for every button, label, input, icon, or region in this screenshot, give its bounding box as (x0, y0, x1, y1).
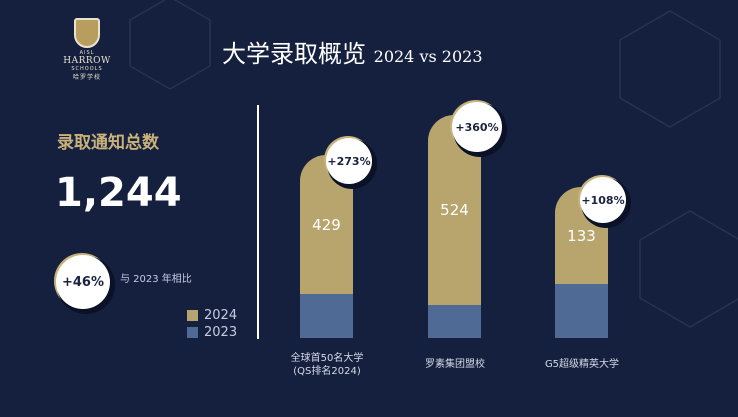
crest-icon (74, 18, 100, 48)
logo-cn: 哈罗学校 (72, 74, 101, 81)
legend-2024: 2024 (187, 308, 237, 323)
bar-segment-2023 (300, 294, 353, 338)
page-title: 大学录取概览 2024 vs 2023 (222, 40, 483, 68)
total-label: 录取通知总数 (57, 133, 159, 153)
logo-name: HARROW (63, 56, 111, 66)
y-axis-line (257, 105, 259, 339)
compare-text: 与 2023 年相比 (120, 274, 192, 285)
legend-swatch-2023 (187, 327, 198, 338)
growth-badge-top50: +273% (326, 138, 372, 184)
legend-swatch-2024 (187, 310, 198, 321)
growth-badge-russell: +360% (452, 102, 502, 152)
growth-badge-g5: +108% (580, 177, 626, 223)
category-label-g5: G5超级精英大学 (544, 359, 620, 370)
bar-segment-2023 (555, 284, 608, 338)
bar-segment-2023 (428, 305, 481, 338)
category-label-russell: 罗素集团盟校 (425, 359, 485, 370)
growth-badge: +46% (56, 255, 110, 309)
logo-sub: SCHOOLS (71, 66, 103, 72)
category-label-top50: 全球首50名大学 (QS排名2024) (290, 353, 364, 377)
total-value: 1,244 (55, 170, 182, 216)
harrow-logo: AISL HARROW SCHOOLS 哈罗学校 (52, 18, 122, 81)
legend-2023: 2023 (187, 325, 237, 340)
logo-aisl: AISL (79, 50, 95, 56)
